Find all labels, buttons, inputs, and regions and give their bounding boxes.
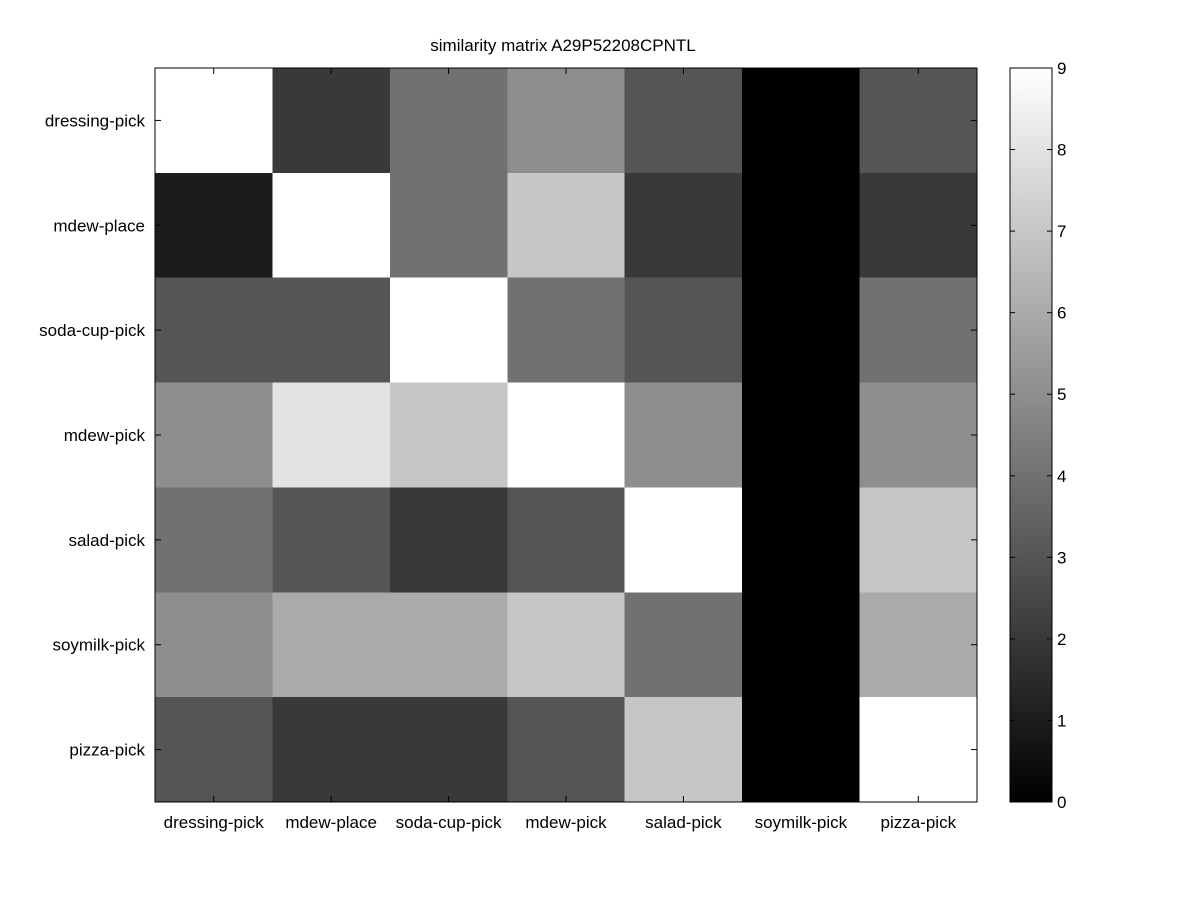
heatmap-cell xyxy=(859,382,978,489)
heatmap-cell xyxy=(742,487,861,593)
chart-title: similarity matrix A29P52208CPNTL xyxy=(430,36,695,55)
x-tick-label: mdew-pick xyxy=(525,813,607,832)
heatmap-cell xyxy=(507,382,626,489)
colorbar-tick-label: 7 xyxy=(1057,222,1066,241)
heatmap-cell xyxy=(155,382,274,489)
heatmap-cell xyxy=(624,697,743,803)
colorbar-frame xyxy=(1009,67,1053,803)
heatmap-cell xyxy=(859,697,978,803)
heatmap-cell xyxy=(624,68,743,174)
x-tick-label: salad-pick xyxy=(645,813,722,832)
colorbar-tick-label: 6 xyxy=(1057,304,1066,323)
heatmap-cell xyxy=(389,277,508,384)
heatmap-cell xyxy=(859,172,978,279)
heatmap-cell xyxy=(624,277,743,384)
plot-frame xyxy=(154,67,978,803)
heatmap-cell xyxy=(272,68,391,174)
heatmap-cell xyxy=(859,68,978,174)
y-tick-label: soymilk-pick xyxy=(52,636,145,655)
heatmap-cell xyxy=(155,277,274,384)
colorbar-tick-label: 4 xyxy=(1057,467,1066,486)
heatmap-cell xyxy=(742,68,861,174)
heatmap-cell xyxy=(272,487,391,593)
heatmap-cell xyxy=(155,487,274,593)
heatmap-cell xyxy=(507,592,626,698)
heatmap-cell xyxy=(859,487,978,593)
colorbar-tick-label: 3 xyxy=(1057,548,1066,567)
heatmap-cell xyxy=(624,592,743,698)
axis-ticks xyxy=(155,68,977,802)
y-tick-label: salad-pick xyxy=(68,531,145,550)
heatmap-cell xyxy=(389,697,508,803)
y-tick-label: soda-cup-pick xyxy=(39,321,145,340)
y-tick-label: mdew-pick xyxy=(64,426,146,445)
colorbar: 0 1 2 3 4 5 6 7 8 9 xyxy=(1009,59,1066,812)
x-tick-label: pizza-pick xyxy=(880,813,956,832)
heatmap-cell xyxy=(272,697,391,803)
heatmap-cell xyxy=(272,382,391,489)
heatmap-cell xyxy=(389,172,508,279)
y-tick-label: pizza-pick xyxy=(69,741,145,760)
heatmap-cell xyxy=(742,172,861,279)
x-tick-labels: dressing-pick mdew-place soda-cup-pick mdew… xyxy=(164,813,957,832)
heatmap-cell xyxy=(155,172,274,279)
heatmap-cell xyxy=(624,487,743,593)
heatmap-cell xyxy=(624,382,743,489)
x-tick-label: mdew-place xyxy=(285,813,377,832)
heatmap-cells xyxy=(155,68,978,803)
heatmap-cell xyxy=(507,697,626,803)
heatmap-cell xyxy=(742,592,861,698)
y-tick-labels: dressing-pick mdew-place soda-cup-pick mdew… xyxy=(39,111,145,759)
heatmap-cell xyxy=(155,592,274,698)
heatmap-cell xyxy=(859,277,978,384)
heatmap-cell xyxy=(742,697,861,803)
heatmap-cell xyxy=(507,68,626,174)
heatmap-cell xyxy=(507,172,626,279)
x-tick-label: dressing-pick xyxy=(164,813,265,832)
heatmap-cell xyxy=(389,68,508,174)
heatmap-cell xyxy=(272,592,391,698)
colorbar-tick-label: 8 xyxy=(1057,141,1066,160)
colorbar-tick-label: 0 xyxy=(1057,793,1066,812)
heatmap-cell xyxy=(389,382,508,489)
heatmap-cell xyxy=(507,277,626,384)
y-tick-label: dressing-pick xyxy=(45,111,146,130)
heatmap-cell xyxy=(272,172,391,279)
colorbar-tick-label: 5 xyxy=(1057,385,1066,404)
colorbar-gradient xyxy=(1010,68,1052,802)
colorbar-tick-label: 2 xyxy=(1057,630,1066,649)
heatmap-cell xyxy=(272,277,391,384)
x-tick-label: soymilk-pick xyxy=(755,813,848,832)
heatmap-cell xyxy=(507,487,626,593)
colorbar-tick-label: 9 xyxy=(1057,59,1066,78)
heatmap-cell xyxy=(624,172,743,279)
heatmap-cell xyxy=(859,592,978,698)
colorbar-tick-label: 1 xyxy=(1057,711,1066,730)
heatmap-cell xyxy=(742,382,861,489)
heatmap-cell xyxy=(389,592,508,698)
heatmap-cell xyxy=(155,68,274,174)
heatmap-cell xyxy=(155,697,274,803)
heatmap-cell xyxy=(389,487,508,593)
x-tick-label: soda-cup-pick xyxy=(396,813,502,832)
heatmap-cell xyxy=(742,277,861,384)
y-tick-label: mdew-place xyxy=(53,216,145,235)
